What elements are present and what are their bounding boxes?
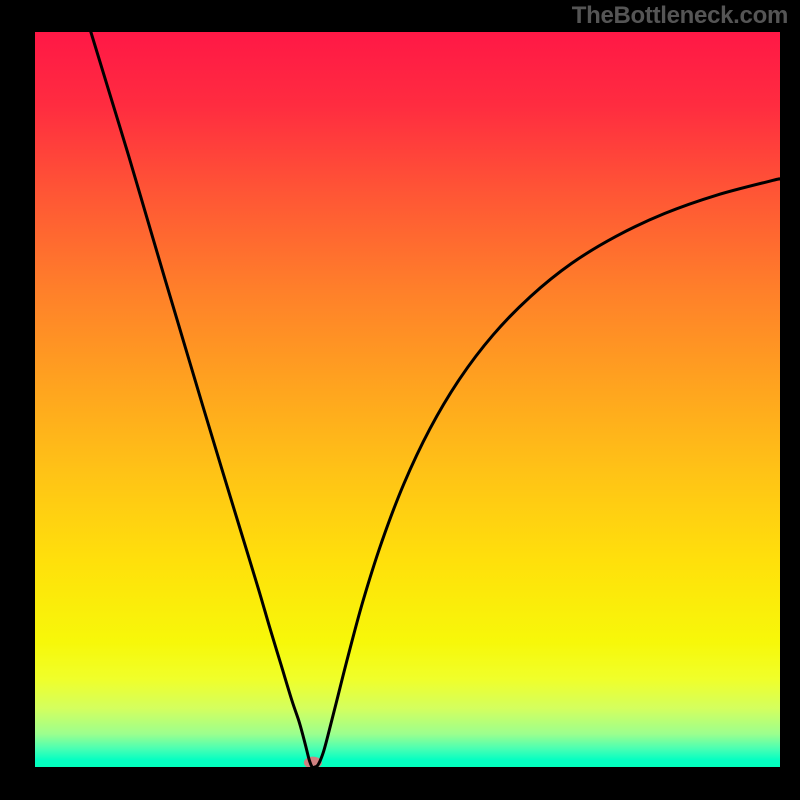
chart-container: TheBottleneck.com [0,0,800,800]
bottleneck-curve [35,32,780,767]
watermark-text: TheBottleneck.com [572,2,788,30]
curve-path [91,32,780,767]
plot-area [35,32,780,767]
